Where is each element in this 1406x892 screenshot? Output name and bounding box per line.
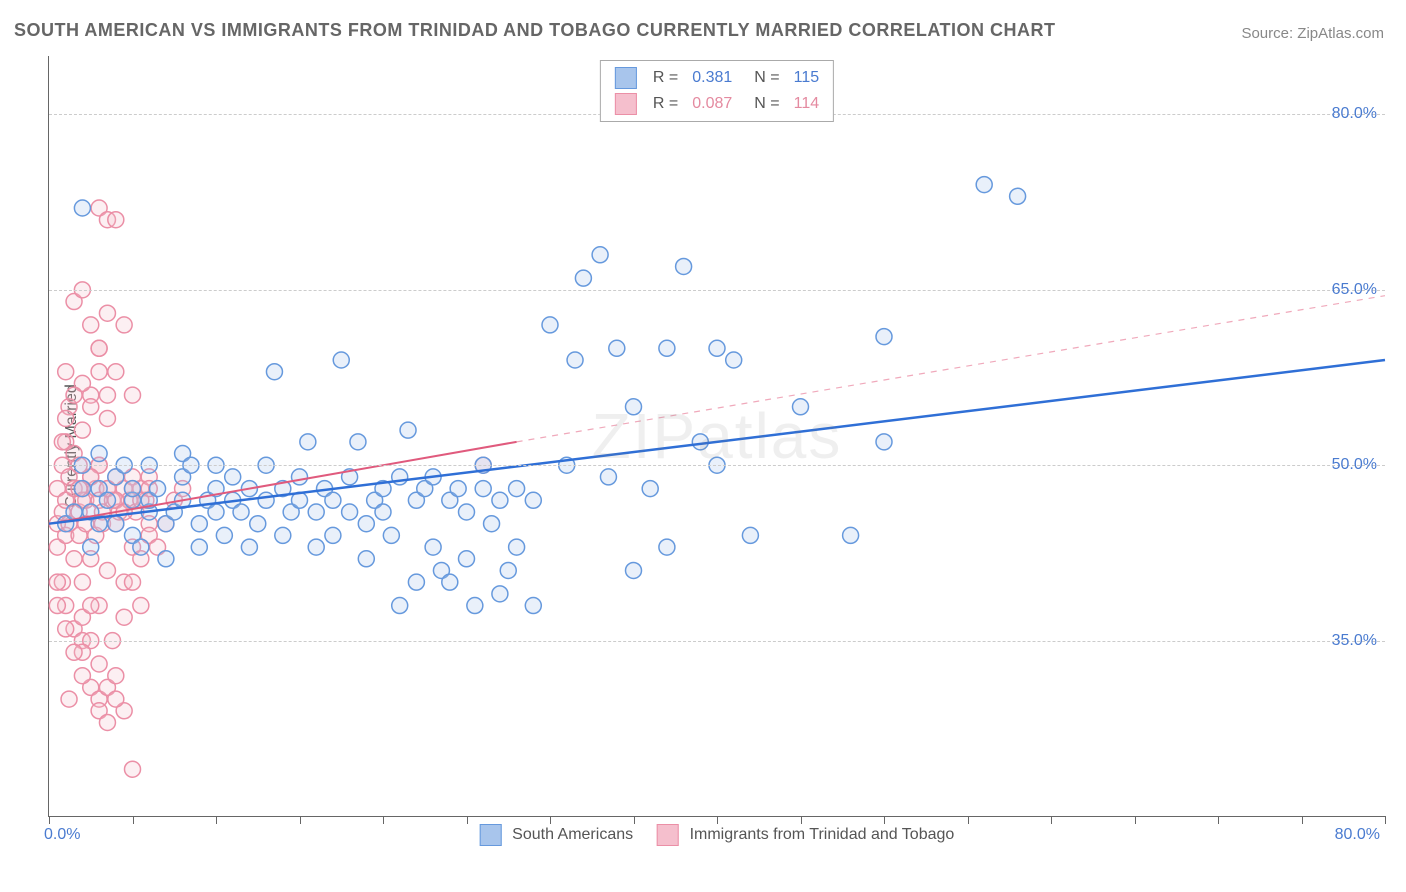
x-tick-mark — [1051, 816, 1052, 824]
x-tick-max: 80.0% — [1335, 826, 1380, 844]
x-tick-mark — [216, 816, 217, 824]
chart-title: SOUTH AMERICAN VS IMMIGRANTS FROM TRINID… — [14, 20, 1056, 41]
legend-item-blue: South Americans — [480, 824, 633, 846]
y-tick-label: 35.0% — [1332, 632, 1377, 650]
y-tick-label: 50.0% — [1332, 456, 1377, 474]
trend-line — [49, 442, 517, 524]
trend-line — [49, 360, 1385, 524]
stat-row-blue: R = 0.381 N = 115 — [615, 65, 819, 91]
x-tick-mark — [1385, 816, 1386, 824]
grid-line — [49, 641, 1385, 642]
chart-container: SOUTH AMERICAN VS IMMIGRANTS FROM TRINID… — [0, 0, 1406, 892]
stat-row-pink: R = 0.087 N = 114 — [615, 91, 819, 117]
r-value-blue: 0.381 — [692, 69, 732, 87]
source-label: Source: ZipAtlas.com — [1241, 25, 1384, 42]
x-tick-mark — [467, 816, 468, 824]
x-tick-mark — [1218, 816, 1219, 824]
r-label: R = — [653, 69, 678, 87]
legend-label-pink: Immigrants from Trinidad and Tobago — [690, 826, 955, 843]
n-label: N = — [754, 69, 779, 87]
grid-line — [49, 465, 1385, 466]
swatch-blue — [480, 824, 502, 846]
y-tick-label: 65.0% — [1332, 281, 1377, 299]
x-tick-mark — [1302, 816, 1303, 824]
x-tick-mark — [968, 816, 969, 824]
x-tick-mark — [634, 816, 635, 824]
n-value-blue: 115 — [794, 69, 820, 87]
grid-line — [49, 290, 1385, 291]
r-value-pink: 0.087 — [692, 95, 732, 113]
legend-label-blue: South Americans — [512, 826, 633, 843]
x-tick-mark — [550, 816, 551, 824]
x-tick-mark — [300, 816, 301, 824]
legend-item-pink: Immigrants from Trinidad and Tobago — [657, 824, 954, 846]
swatch-pink — [615, 93, 637, 115]
x-tick-mark — [1135, 816, 1136, 824]
trend-line — [517, 296, 1385, 442]
y-tick-label: 80.0% — [1332, 105, 1377, 123]
x-tick-mark — [383, 816, 384, 824]
bottom-legend: South Americans Immigrants from Trinidad… — [480, 824, 955, 846]
x-tick-mark — [801, 816, 802, 824]
x-tick-min: 0.0% — [44, 826, 80, 844]
plot-area: ZIPatlas R = 0.381 N = 115 R = 0.087 N =… — [48, 56, 1385, 817]
x-tick-mark — [717, 816, 718, 824]
stat-legend-box: R = 0.381 N = 115 R = 0.087 N = 114 — [600, 60, 834, 122]
r-label: R = — [653, 95, 678, 113]
x-tick-mark — [133, 816, 134, 824]
swatch-pink — [657, 824, 679, 846]
swatch-blue — [615, 67, 637, 89]
n-label: N = — [754, 95, 779, 113]
x-tick-mark — [884, 816, 885, 824]
trend-lines-layer — [49, 56, 1385, 816]
x-tick-mark — [49, 816, 50, 824]
n-value-pink: 114 — [794, 95, 820, 113]
